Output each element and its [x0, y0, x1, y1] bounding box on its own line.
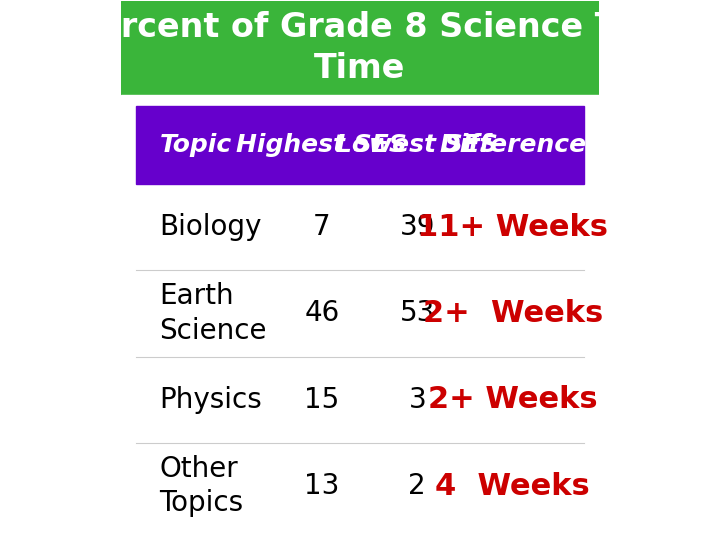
Text: Physics: Physics: [160, 386, 262, 414]
Text: Earth
Science: Earth Science: [160, 282, 267, 345]
Text: 7: 7: [313, 213, 330, 241]
Bar: [135, 106, 585, 184]
Text: Topic: Topic: [160, 133, 232, 157]
Text: 39: 39: [400, 213, 435, 241]
Text: 2+ Weeks: 2+ Weeks: [428, 385, 598, 414]
Text: 2+  Weeks: 2+ Weeks: [423, 299, 603, 328]
Text: 13: 13: [304, 472, 340, 500]
Text: 4  Weeks: 4 Weeks: [436, 471, 590, 501]
Bar: [121, 1, 599, 95]
Text: Biology: Biology: [160, 213, 262, 241]
Text: 53: 53: [400, 299, 435, 327]
Text: Difference: Difference: [439, 133, 586, 157]
Text: 15: 15: [304, 386, 339, 414]
Text: 46: 46: [304, 299, 339, 327]
Text: 3: 3: [408, 386, 426, 414]
Text: 2: 2: [408, 472, 426, 500]
Text: 11+ Weeks: 11+ Weeks: [418, 213, 608, 241]
Text: Lowest SES: Lowest SES: [336, 133, 498, 157]
Text: Mean Percent of Grade 8 Science Teaching
Time: Mean Percent of Grade 8 Science Teaching…: [0, 11, 720, 85]
Text: Highest SES: Highest SES: [236, 133, 408, 157]
Bar: [121, 95, 599, 106]
Text: Other
Topics: Other Topics: [160, 455, 243, 517]
